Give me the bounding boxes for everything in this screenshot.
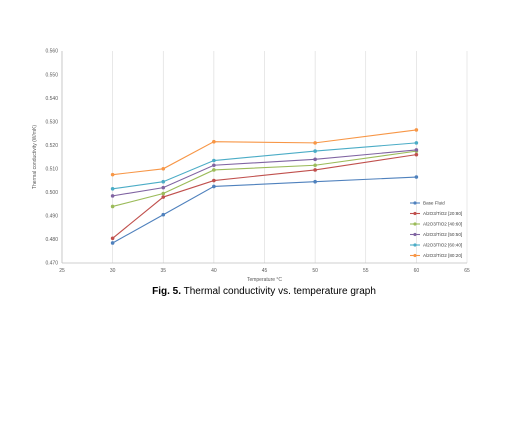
y-tick-label: 0.490 bbox=[45, 214, 58, 220]
legend-marker bbox=[413, 232, 417, 237]
data-point bbox=[212, 139, 216, 144]
x-tick-label: 55 bbox=[363, 268, 369, 274]
axes bbox=[61, 51, 467, 264]
data-point bbox=[414, 148, 419, 152]
data-point bbox=[212, 163, 216, 168]
legend-marker bbox=[413, 211, 417, 216]
y-tick-label: 0.530 bbox=[45, 119, 58, 125]
data-point bbox=[414, 128, 419, 132]
data-point bbox=[161, 179, 166, 184]
data-point bbox=[110, 194, 115, 198]
x-tick-labels: 25 30 35 40 45 50 55 60 65 bbox=[59, 268, 470, 274]
data-point bbox=[212, 168, 216, 172]
x-tick-label: 25 bbox=[59, 268, 65, 274]
x-tick-label: 35 bbox=[160, 268, 166, 274]
data-point bbox=[313, 141, 317, 145]
data-point bbox=[161, 185, 166, 190]
y-tick-labels: 0.470 0.480 0.490 0.500 0.510 0.520 0.530 0.540… bbox=[45, 49, 58, 267]
line-chart: 25 30 35 40 45 50 55 60 65 0.4700.4800.4900.5000… bbox=[0, 0, 528, 290]
legend-label: Al2O3/TiO2 [60:40] bbox=[423, 243, 462, 248]
data-point bbox=[110, 236, 115, 241]
caption-label: Fig. 5. bbox=[152, 286, 181, 297]
data-point bbox=[110, 204, 115, 209]
legend-label: Al2O3/TiO2 [40:60] bbox=[423, 222, 462, 227]
legend-label: Al2O3/TiO2 [50:50] bbox=[423, 232, 462, 237]
legend-label: Al2O3/TiO2 [80:20] bbox=[423, 253, 462, 258]
legend: Base Fluid Al2O3/TiO2 [20:80] Al2O3/TiO2 [… bbox=[410, 201, 462, 258]
y-tick-label: 0.470 bbox=[45, 261, 58, 267]
data-point bbox=[110, 172, 115, 177]
series-6 bbox=[110, 128, 419, 177]
series-group bbox=[110, 128, 419, 245]
figure-caption: Fig. 5. Thermal conductivity vs. tempera… bbox=[0, 286, 528, 297]
x-tick-label: 45 bbox=[262, 268, 268, 274]
y-axis-title: Thermal conductivity (W/mK) bbox=[32, 125, 38, 190]
data-point bbox=[414, 152, 419, 157]
series-1 bbox=[110, 175, 419, 245]
legend-item: Al2O3/TiO2 [50:50] bbox=[410, 232, 462, 237]
x-tick-label: 50 bbox=[312, 268, 318, 274]
data-point bbox=[161, 191, 166, 196]
data-point bbox=[313, 168, 317, 172]
x-axis-title: Temperature °C bbox=[247, 277, 282, 283]
y-tick-label: 0.510 bbox=[45, 166, 58, 172]
y-tick-label: 0.500 bbox=[45, 190, 58, 196]
data-point bbox=[313, 163, 317, 168]
data-point bbox=[161, 195, 166, 199]
legend-item: Al2O3/TiO2 [80:20] bbox=[410, 253, 462, 258]
data-point bbox=[110, 187, 115, 191]
series-4 bbox=[110, 148, 419, 198]
y-tick-label: 0.550 bbox=[45, 72, 58, 78]
data-point bbox=[313, 157, 317, 162]
data-point bbox=[212, 178, 216, 183]
x-tick-label: 40 bbox=[211, 268, 217, 274]
legend-item: Al2O3/TiO2 [20:80] bbox=[410, 211, 462, 216]
data-point bbox=[414, 141, 419, 145]
y-tick-label: 0.480 bbox=[45, 237, 58, 243]
y-tick-label: 0.560 bbox=[45, 49, 58, 55]
y-tick-label: 0.520 bbox=[45, 143, 58, 149]
data-point bbox=[212, 158, 216, 163]
y-tick-label: 0.540 bbox=[45, 96, 58, 102]
x-tick-label: 60 bbox=[414, 268, 420, 274]
data-point bbox=[414, 175, 419, 179]
legend-marker bbox=[413, 222, 417, 226]
x-tick-label: 30 bbox=[110, 268, 116, 274]
series-2 bbox=[110, 152, 419, 241]
data-point bbox=[212, 184, 216, 189]
data-point bbox=[161, 166, 166, 171]
legend-marker bbox=[413, 201, 417, 205]
data-point bbox=[313, 179, 317, 184]
caption-text: Thermal conductivity vs. temperature gra… bbox=[181, 286, 376, 297]
legend-marker bbox=[413, 243, 417, 247]
series-5 bbox=[110, 141, 419, 191]
chart-area bbox=[0, 0, 528, 290]
x-tick-label: 65 bbox=[464, 268, 470, 274]
data-point bbox=[161, 212, 166, 217]
legend-label: Base Fluid bbox=[423, 201, 445, 206]
legend-marker bbox=[413, 253, 417, 258]
data-point bbox=[110, 241, 115, 245]
legend-label: Al2O3/TiO2 [20:80] bbox=[423, 211, 462, 216]
legend-item: Base Fluid bbox=[410, 201, 445, 206]
data-point bbox=[313, 149, 317, 153]
legend-item: Al2O3/TiO2 [40:60] bbox=[410, 222, 462, 227]
legend-item: Al2O3/TiO2 [60:40] bbox=[410, 243, 462, 248]
